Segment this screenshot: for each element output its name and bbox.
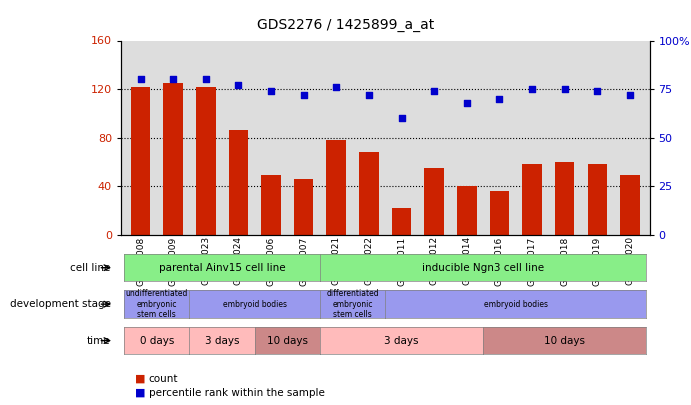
Text: undifferentiated
embryonic
stem cells: undifferentiated embryonic stem cells [126, 289, 188, 319]
Point [428, 88, 439, 94]
Text: time: time [87, 336, 111, 345]
Bar [522, 164, 542, 235]
Bar [457, 186, 477, 235]
Point [331, 84, 342, 90]
Point [396, 115, 407, 122]
Point [200, 76, 211, 83]
Text: embryoid bodies: embryoid bodies [223, 300, 287, 309]
Bar [587, 164, 607, 235]
Text: percentile rank within the sample: percentile rank within the sample [149, 388, 325, 398]
Text: differentiated
embryonic
stem cells: differentiated embryonic stem cells [326, 289, 379, 319]
Bar [555, 162, 574, 235]
Text: inducible Ngn3 cell line: inducible Ngn3 cell line [422, 263, 545, 273]
Text: ■: ■ [135, 374, 145, 384]
Point [168, 76, 179, 83]
Text: GDS2276 / 1425899_a_at: GDS2276 / 1425899_a_at [257, 18, 434, 32]
Bar [490, 191, 509, 235]
Bar [163, 83, 183, 235]
Point [494, 96, 505, 102]
Point [363, 92, 375, 98]
Bar [359, 152, 379, 235]
Point [135, 76, 146, 83]
Bar [392, 208, 411, 235]
Text: 10 days: 10 days [545, 336, 585, 345]
Bar [131, 87, 151, 235]
Bar [294, 179, 314, 235]
Point [559, 86, 570, 92]
Text: 0 days: 0 days [140, 336, 174, 345]
Text: 3 days: 3 days [384, 336, 419, 345]
Bar [196, 87, 216, 235]
Text: count: count [149, 374, 178, 384]
Text: embryoid bodies: embryoid bodies [484, 300, 548, 309]
Text: parental Ainv15 cell line: parental Ainv15 cell line [159, 263, 285, 273]
Bar [621, 175, 640, 235]
Point [625, 92, 636, 98]
Text: cell line: cell line [70, 263, 111, 273]
Bar [327, 140, 346, 235]
Text: 3 days: 3 days [205, 336, 239, 345]
Point [462, 100, 473, 106]
Point [265, 88, 276, 94]
Text: 10 days: 10 days [267, 336, 308, 345]
Bar [229, 130, 248, 235]
Bar [261, 175, 281, 235]
Point [298, 92, 309, 98]
Point [591, 88, 603, 94]
Text: development stage: development stage [10, 299, 111, 309]
Point [527, 86, 538, 92]
Point [233, 82, 244, 88]
Bar [424, 168, 444, 235]
Text: ■: ■ [135, 388, 145, 398]
